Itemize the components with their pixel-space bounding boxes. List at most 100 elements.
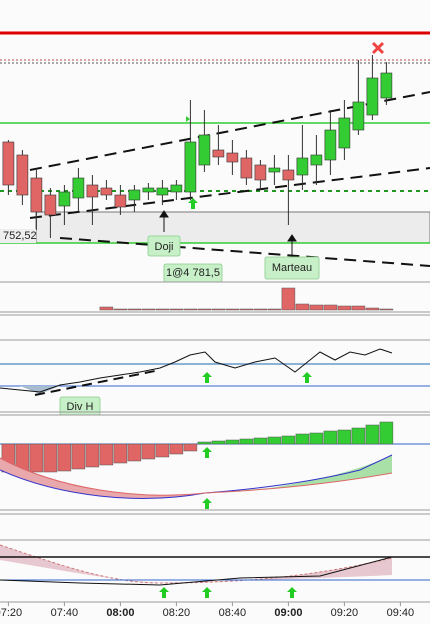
- x-tick-label: 09:40: [387, 607, 415, 619]
- bar: [253, 437, 268, 445]
- bar: [211, 308, 226, 311]
- bar: [57, 443, 72, 472]
- area: [0, 386, 60, 394]
- signal-arrow: [302, 372, 312, 383]
- candle-body: [114, 194, 127, 208]
- candle-body: [324, 129, 337, 161]
- arrow: [159, 210, 169, 232]
- bar: [267, 436, 282, 445]
- candle-body: [184, 141, 197, 193]
- signal-line: [0, 544, 393, 584]
- signal-arrow: [202, 587, 212, 598]
- bar: [141, 308, 156, 311]
- bar: [351, 427, 366, 445]
- bar: [99, 443, 114, 466]
- candle-body: [240, 157, 253, 179]
- signals: [159, 198, 312, 598]
- x-tick-label: 08:00: [106, 607, 134, 619]
- bar: [323, 430, 338, 445]
- x-axis: 07:20 07:40 08:00 08:20 08:40 09:00 09:20 09:40: [0, 602, 414, 619]
- candle-body: [282, 169, 295, 181]
- annotation: Div H: [67, 401, 94, 413]
- candle-body: [338, 117, 351, 149]
- candle-body: [352, 101, 365, 131]
- bar: [225, 439, 240, 445]
- bar: [99, 306, 114, 311]
- bar: [113, 308, 128, 311]
- range-box: [35, 211, 430, 244]
- bar: [337, 429, 352, 445]
- signal-arrow: [188, 198, 198, 209]
- candle-body: [100, 187, 113, 196]
- candle-body: [212, 149, 225, 158]
- candle-body: [86, 184, 99, 198]
- candle-body: [380, 72, 393, 99]
- candle-body: [226, 152, 239, 163]
- bar: [155, 308, 170, 311]
- x-tick-label: 08:20: [163, 607, 191, 619]
- bar: [365, 424, 380, 445]
- bar: [197, 441, 212, 445]
- candle-body: [170, 184, 183, 193]
- marker: [186, 116, 190, 122]
- price-label: 752,52: [3, 230, 37, 242]
- tag-box: [264, 256, 320, 280]
- bar: [169, 443, 184, 455]
- exit-marker: [371, 41, 385, 55]
- annotation: 1@4 781,5: [166, 267, 220, 279]
- oscillator-line: [0, 348, 393, 393]
- candle-body: [268, 167, 281, 173]
- candle-body: [142, 187, 155, 193]
- area: [0, 458, 205, 499]
- bar: [225, 308, 240, 311]
- oscillator-line: [0, 556, 393, 586]
- bar: [71, 443, 86, 470]
- bar: [239, 308, 254, 311]
- bar: [113, 443, 128, 464]
- bar: [183, 443, 198, 452]
- histogram-panel: [1, 421, 394, 473]
- bar: [379, 308, 394, 311]
- bar: [43, 443, 58, 473]
- bar: [183, 308, 198, 311]
- bar: [197, 308, 212, 311]
- bar: [267, 308, 282, 311]
- candle-body: [2, 141, 15, 186]
- signal-line: [0, 457, 393, 496]
- bar: [253, 308, 268, 311]
- bar: [169, 308, 184, 311]
- bar: [295, 303, 310, 311]
- candle-body: [16, 154, 29, 196]
- trend-line: [34, 369, 161, 396]
- bar: [155, 443, 170, 458]
- price-label-box: [0, 229, 36, 243]
- x-tick-label: 09:00: [274, 607, 302, 619]
- signal-arrow: [287, 587, 297, 598]
- signal-arrow: [202, 372, 212, 383]
- tag-box: [147, 235, 181, 257]
- candle-body: [58, 191, 71, 207]
- annotation: Doji: [155, 241, 174, 253]
- candle-body: [366, 77, 379, 116]
- area: [205, 455, 392, 493]
- bar: [379, 421, 394, 445]
- trend-line: [29, 167, 430, 219]
- bar: [141, 443, 156, 460]
- bar: [281, 435, 296, 445]
- signal-arrow: [202, 447, 212, 458]
- bar: [239, 438, 254, 445]
- candle-body: [72, 177, 85, 199]
- x-tick-label: 07:20: [0, 607, 22, 619]
- bar: [211, 440, 226, 445]
- x-tick-label: 08:40: [219, 607, 247, 619]
- bar: [281, 287, 296, 311]
- trend-line: [59, 237, 430, 267]
- candle-body: [128, 189, 141, 201]
- bar: [85, 443, 100, 468]
- candle-body: [30, 177, 43, 213]
- x-tick-label: 09:20: [331, 607, 359, 619]
- trend-line: [29, 91, 430, 171]
- bar: [127, 443, 142, 462]
- bar: [309, 432, 324, 445]
- bar: [127, 308, 142, 311]
